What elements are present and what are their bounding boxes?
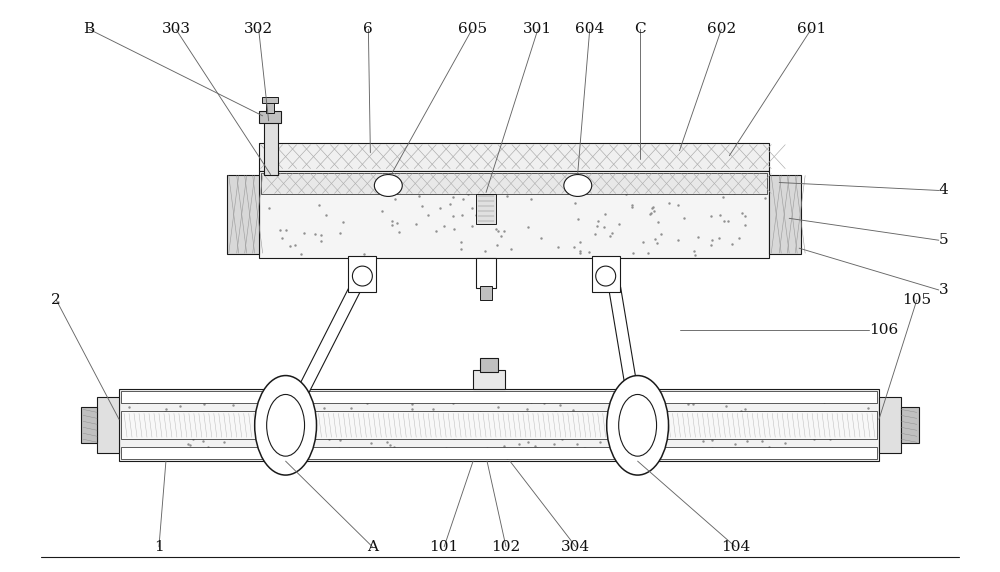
Bar	[476, 194, 496, 224]
Text: 1: 1	[154, 540, 164, 554]
Text: 101: 101	[430, 540, 459, 554]
Bar	[879, 398, 901, 453]
Text: 605: 605	[458, 22, 487, 36]
Bar	[901, 407, 919, 443]
Bar	[262, 97, 278, 103]
Text: 5: 5	[939, 233, 948, 247]
Bar	[480, 286, 492, 300]
Bar	[623, 398, 653, 453]
Bar	[266, 101, 274, 113]
Ellipse shape	[607, 376, 669, 475]
Ellipse shape	[619, 395, 657, 456]
Text: 4: 4	[939, 184, 949, 197]
Text: 105: 105	[902, 293, 931, 307]
Text: 303: 303	[161, 22, 190, 36]
Bar	[227, 174, 259, 254]
Text: 302: 302	[244, 22, 273, 36]
Bar	[480, 358, 498, 372]
Bar	[592, 256, 620, 292]
Text: B: B	[84, 22, 95, 36]
Bar	[81, 407, 97, 443]
Text: 106: 106	[869, 323, 898, 337]
Bar	[473, 370, 505, 390]
Text: 6: 6	[363, 22, 373, 36]
Bar	[261, 173, 767, 194]
Bar	[348, 256, 376, 292]
Bar	[119, 390, 879, 461]
Text: 304: 304	[561, 540, 590, 554]
Bar	[271, 398, 301, 453]
Text: C: C	[634, 22, 645, 36]
Text: 2: 2	[51, 293, 61, 307]
Bar	[97, 398, 119, 453]
Bar	[259, 111, 281, 123]
Text: 602: 602	[707, 22, 736, 36]
Ellipse shape	[267, 395, 305, 456]
Ellipse shape	[255, 376, 317, 475]
Text: 3: 3	[939, 283, 948, 297]
Text: A: A	[367, 540, 378, 554]
Ellipse shape	[374, 174, 402, 196]
Text: 301: 301	[523, 22, 552, 36]
Polygon shape	[280, 285, 361, 428]
Bar	[476, 258, 496, 288]
Ellipse shape	[596, 266, 616, 286]
Bar	[121, 447, 877, 459]
Bar	[264, 117, 278, 174]
Ellipse shape	[564, 174, 592, 196]
Text: 601: 601	[797, 22, 826, 36]
Bar	[121, 391, 877, 403]
Text: 604: 604	[575, 22, 604, 36]
Ellipse shape	[352, 266, 372, 286]
Bar	[259, 142, 769, 170]
Text: 102: 102	[491, 540, 521, 554]
Bar	[121, 411, 877, 439]
Bar	[769, 174, 801, 254]
Bar	[259, 170, 769, 258]
Polygon shape	[609, 287, 644, 426]
Text: 104: 104	[721, 540, 750, 554]
